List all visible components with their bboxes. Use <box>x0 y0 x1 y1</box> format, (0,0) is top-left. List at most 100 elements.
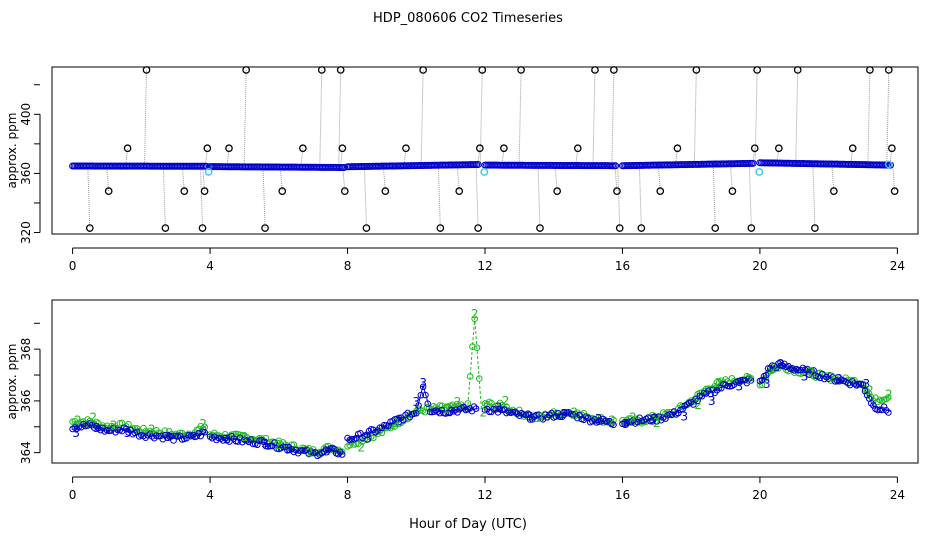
blue-series-label: 3 <box>412 395 420 409</box>
blue-series-point <box>808 367 815 374</box>
outlier-point <box>436 224 445 232</box>
blue-series-point <box>789 365 796 372</box>
blue-series-point <box>434 408 442 415</box>
outlier-point <box>500 144 508 153</box>
outlier-connector <box>638 165 642 229</box>
outlier-point <box>381 187 390 195</box>
blue-series-point <box>284 446 291 454</box>
green-series-point <box>221 430 229 438</box>
blue-series-point <box>863 391 871 399</box>
outlier-point <box>104 187 113 195</box>
outlier-point <box>242 66 251 74</box>
outlier-point <box>610 66 618 74</box>
bottom-y-tick-label: 368 <box>19 338 33 361</box>
top-x-tick-label: 0 <box>69 259 77 273</box>
blue-series-point <box>234 438 242 445</box>
green-series-label: 2 <box>885 387 893 401</box>
blue-series-point <box>589 418 596 425</box>
green-series-label: 2 <box>357 440 365 454</box>
blue-series-point <box>249 440 257 448</box>
outlier-point <box>203 144 212 153</box>
outlier-point <box>615 224 624 232</box>
blue-series-point <box>417 391 425 399</box>
blue-series-point <box>867 400 875 407</box>
outlier-connector <box>106 166 110 192</box>
outlier-point <box>261 224 269 232</box>
green-series-label: 2 <box>770 362 778 376</box>
green-series-label: 2 <box>479 406 487 420</box>
blue-series-point <box>92 422 100 430</box>
green-series-point <box>473 344 481 352</box>
outlier-connector <box>262 166 266 229</box>
blue-series-point <box>290 448 298 456</box>
baseline-point <box>612 162 620 170</box>
cyan-point <box>755 168 764 176</box>
outlier-point <box>753 66 762 74</box>
blue-series-label: 3 <box>261 437 269 451</box>
blue-series-label: 3 <box>526 409 534 423</box>
outlier-point <box>613 187 621 195</box>
bottom-plot-frame <box>51 299 919 464</box>
outlier-point <box>888 144 896 153</box>
outlier-point <box>200 187 209 195</box>
blue-series-point <box>870 402 877 409</box>
green-series-point <box>758 381 766 389</box>
green-series-point <box>885 394 892 401</box>
bottom-x-tick-label: 24 <box>890 488 905 502</box>
green-series-label: 2 <box>571 406 579 420</box>
blue-series-label: 3 <box>419 376 427 390</box>
blue-series-point <box>470 403 478 410</box>
green-series-label: 2 <box>629 411 637 425</box>
blue-series-point <box>415 402 422 409</box>
outlier-point <box>419 66 427 74</box>
blue-series-point <box>426 408 434 416</box>
outlier-connector <box>363 166 367 229</box>
blue-series-point <box>724 382 732 390</box>
blue-series-point <box>655 413 663 420</box>
outlier-point <box>340 187 349 195</box>
green-series-point <box>713 379 721 386</box>
outlier-point <box>362 224 371 232</box>
outlier-point <box>591 66 599 74</box>
bottom-x-tick-label: 4 <box>206 488 214 502</box>
green-series-label: 2 <box>808 365 816 379</box>
blue-series-point <box>844 379 852 387</box>
blue-series-point <box>123 425 130 433</box>
green-series-point <box>610 416 617 424</box>
bottom-x-tick-label: 12 <box>477 488 492 502</box>
blue-series-point <box>552 413 560 420</box>
green-series-label: 2 <box>89 411 97 425</box>
outlier-point <box>637 224 646 232</box>
top-plot-frame <box>51 66 919 235</box>
top-x-tick-label: 8 <box>344 259 352 273</box>
blue-series-point <box>885 409 892 416</box>
blue-series-point <box>201 428 208 436</box>
outlier-connector <box>537 165 541 229</box>
outlier-point <box>478 66 487 74</box>
blue-series-point <box>554 409 562 417</box>
outlier-connector <box>181 166 185 192</box>
blue-series-label: 3 <box>650 412 658 426</box>
outlier-connector <box>279 167 283 192</box>
top-y-axis-label: approx. ppm <box>5 113 19 189</box>
outlier-connector <box>617 165 621 229</box>
outlier-connector <box>456 164 460 192</box>
green-series-label: 2 <box>828 371 836 385</box>
outlier-connector <box>338 69 342 168</box>
blue-series-point <box>880 403 888 410</box>
outlier-connector <box>892 165 896 192</box>
outlier-connector <box>831 164 835 192</box>
blue-series-point <box>580 416 588 424</box>
blue-series-point <box>419 383 427 391</box>
blue-series-label: 3 <box>124 426 132 440</box>
outlier-point <box>225 144 233 153</box>
blue-series-point <box>490 405 497 413</box>
outlier-point <box>402 144 410 153</box>
top-x-tick-label: 24 <box>890 259 905 273</box>
blue-series-point <box>855 380 863 388</box>
outlier-point <box>573 144 582 153</box>
blue-series-label: 3 <box>395 415 403 429</box>
bottom-y-tick-label: 364 <box>19 441 33 464</box>
outlier-point <box>338 144 347 153</box>
